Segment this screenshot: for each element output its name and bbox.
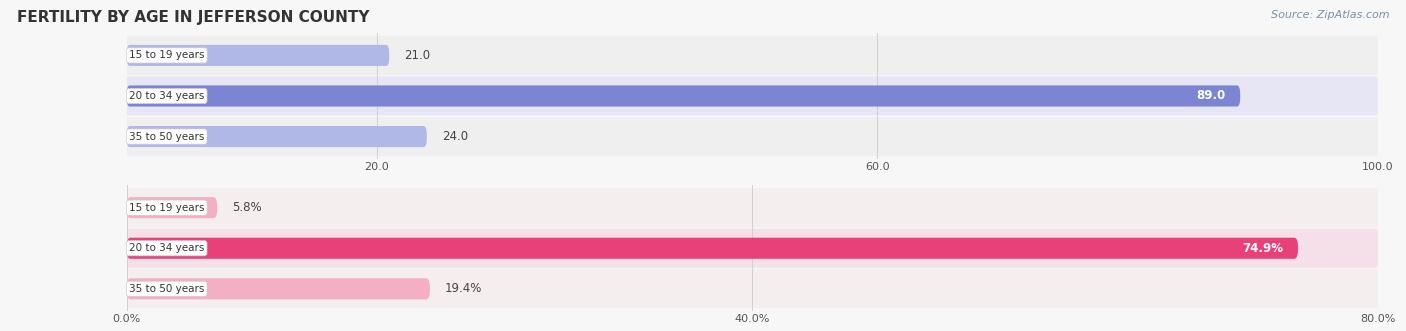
FancyBboxPatch shape [127, 117, 1378, 156]
Text: 35 to 50 years: 35 to 50 years [129, 131, 204, 142]
Text: 74.9%: 74.9% [1241, 242, 1284, 255]
FancyBboxPatch shape [127, 76, 1378, 116]
FancyBboxPatch shape [127, 85, 1240, 107]
Text: 5.8%: 5.8% [232, 201, 262, 214]
Text: 35 to 50 years: 35 to 50 years [129, 284, 204, 294]
Text: 20 to 34 years: 20 to 34 years [129, 91, 204, 101]
Text: 19.4%: 19.4% [446, 282, 482, 295]
FancyBboxPatch shape [127, 126, 427, 147]
Text: 15 to 19 years: 15 to 19 years [129, 203, 204, 213]
Text: 21.0: 21.0 [405, 49, 430, 62]
Text: 15 to 19 years: 15 to 19 years [129, 50, 204, 61]
FancyBboxPatch shape [127, 45, 389, 66]
Text: 20 to 34 years: 20 to 34 years [129, 243, 204, 253]
FancyBboxPatch shape [127, 188, 1378, 227]
FancyBboxPatch shape [127, 238, 1298, 259]
Text: FERTILITY BY AGE IN JEFFERSON COUNTY: FERTILITY BY AGE IN JEFFERSON COUNTY [17, 10, 370, 25]
Text: 24.0: 24.0 [441, 130, 468, 143]
FancyBboxPatch shape [127, 269, 1378, 308]
Text: Source: ZipAtlas.com: Source: ZipAtlas.com [1271, 10, 1389, 20]
Text: 89.0: 89.0 [1197, 89, 1225, 103]
FancyBboxPatch shape [127, 36, 1378, 75]
FancyBboxPatch shape [127, 197, 218, 218]
FancyBboxPatch shape [127, 278, 430, 299]
FancyBboxPatch shape [127, 229, 1378, 268]
